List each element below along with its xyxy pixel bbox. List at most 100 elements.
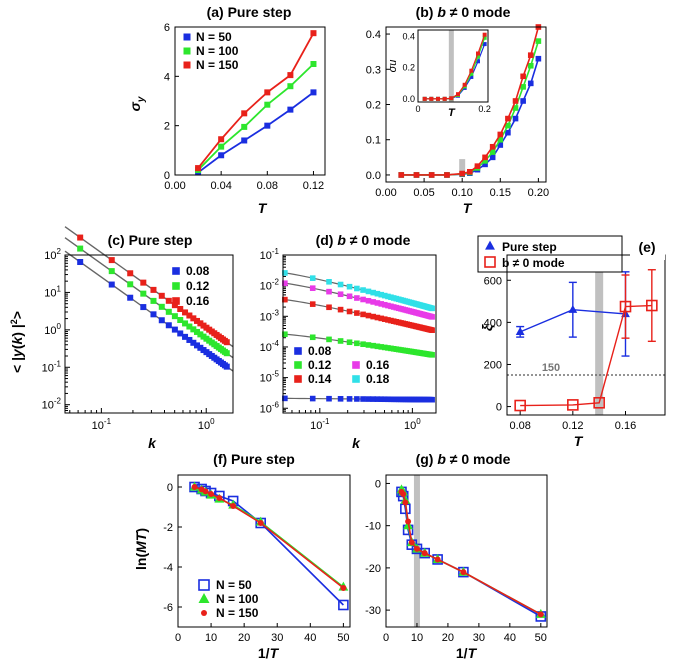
panel-d-ytick-label-3-base: 10 [260,311,272,323]
panel-b-xtick-label-0: 0.00 [375,187,396,199]
panel-f-ytick-label-0: 0 [167,482,173,494]
panel-b-ytick-label-3: 0.3 [366,64,381,76]
panel-a-xtick-label-3: 0.12 [303,180,324,192]
panel-c-series-2-point-3 [140,279,147,286]
panel-f-xlabel: 1/T [258,645,280,661]
panel-d-ytick-label-5-exp: -1 [272,247,280,256]
panel-d-legend-marker-4 [352,375,360,383]
panel-c-series-1-point-24 [223,350,230,357]
panel-e-legend-box [477,235,623,273]
panel-c-series-1-point-13 [197,331,204,338]
panel-b-ytick-label-4: 0.4 [366,29,381,41]
panel-d-series-2-point-6 [360,311,366,318]
panel-e-series-line-1 [520,304,652,407]
panel-d-xtick-label-1: 100 [404,417,421,432]
panel-f-series-2-point-2 [202,488,209,495]
panel-d-series-3-point-9 [374,300,381,306]
panel-d-series-0-point-1 [309,395,316,402]
panel-c-series-2-point-24 [223,339,230,346]
panel-c-series-1-point-6 [165,308,172,315]
panel-d-series-1-point-1 [309,334,316,341]
inset-series-2-point-9 [482,32,487,37]
panel-d-ytick-label-4: 10-2 [260,278,280,293]
panel-d-legend-label-4: 0.18 [366,372,390,386]
panel-d-series-0-point-4 [346,396,353,402]
panel-f-series-2-point-0 [191,484,198,490]
panel-e-shade-band [595,255,604,415]
inset-series-0-point-7 [469,74,474,79]
panel-f-legend-marker-0 [198,579,210,591]
panel-d-legend-marker-1 [294,361,302,369]
panel-d-xlabel: k [352,435,361,451]
panel-d-series-4-point-4 [346,283,353,290]
panel-f-legend-label-0: N = 50 [216,578,252,592]
panel-e-series-1-point-4 [646,299,658,312]
panel-g-series-2-point-2 [402,499,409,506]
panel-d-legend-label-2: 0.14 [308,372,332,386]
inset-series-2-point-2 [436,96,440,101]
panel-b-series-2-point-13 [527,52,534,58]
panel-b-ytick-label-0: 0.0 [366,170,381,182]
inset-series-0-point-9 [482,42,487,47]
panel-d-series-3-point-8 [370,299,376,305]
panel-f-series-2-point-7 [340,585,347,591]
panel-b-xlabel: T [463,200,473,216]
panel-d-series-4-point-38 [429,305,435,312]
panel-c-legend-label-2: 0.16 [186,294,210,308]
panel-c-series-2-point-6 [165,297,172,304]
panel-d-series-0-point-8 [370,396,376,402]
panel-c-series-1-point-4 [150,297,157,304]
panel-c-ytick-label-4-exp: 2 [57,247,62,256]
panel-b-ytick-label-1: 0.1 [366,135,381,147]
panel-d-legend-marker-3 [352,361,360,369]
panel-a-ytick-label-3: 6 [164,22,170,34]
inset-series-1-point-9 [482,35,487,40]
panel-e-series-0-point-0 [515,327,525,336]
panel-f-frame [177,474,351,628]
panel-d-ytick-label-5-base: 10 [260,250,272,262]
panel-f-xtick-label-3: 30 [271,632,283,644]
panel-b-series-0-point-7 [482,161,488,168]
panel-d-ytick-label-0: 10-6 [260,400,280,415]
panel-d-legend-label-3: 0.16 [366,358,390,372]
panel-c-series-1-point-9 [182,320,189,327]
panel-b-xtick-label-2: 0.10 [451,187,472,199]
panel-c-series-0-point-5 [158,317,165,324]
panel-c-ytick-label-0-exp: -2 [54,397,62,406]
panel-b-series-0-point-12 [520,98,526,104]
panel-b-series-2-point-0 [398,172,405,178]
panel-f-series-2-point-5 [230,503,237,509]
panel-a-series-0-point-1 [218,152,225,159]
panel-b-xtick-label-3: 0.15 [490,187,511,199]
panel-c-series-0-point-11 [190,339,197,346]
inset-ylabel: σu [387,60,399,73]
panel-g-xtick-label-1: 10 [411,632,423,644]
panel-e-ylabel: ξ [479,324,495,331]
panel-b-series-0-point-9 [497,142,504,148]
panel-c-series-0-point-8 [177,330,184,337]
panel-d-series-3-point-3 [337,291,344,298]
panel-e-series-1-point-0 [514,399,526,412]
panel-d-ytick-label-4-exp: -2 [272,278,280,287]
panel-d-legend-label-0: 0.08 [308,344,332,358]
inset-series-2-point-8 [476,51,480,56]
panel-d-xtick-label-1-base: 10 [404,420,416,432]
panel-d-series-0-point-0 [282,395,288,402]
inset-series-2-point-3 [442,96,447,101]
inset-series-line-2 [424,34,486,100]
panel-c-legend-label-1: 0.12 [186,279,210,293]
panel-d-series-3-point-12 [385,302,391,309]
panel-d-series-4-point-10 [378,291,385,298]
panel-d-series-2-point-1 [309,301,316,307]
panel-a-series-2-point-1 [218,136,225,143]
panel-a-legend-marker-1 [183,47,191,55]
panel-f-series-0-point-7 [338,599,349,611]
panel-c-series-2-point-9 [182,309,189,316]
panel-d-ytick-label-2: 10-4 [260,339,280,354]
panel-c-xtick-label-1-base: 10 [198,420,210,432]
panel-a-series-1-point-2 [241,123,248,130]
panel-d-series-0-point-10 [378,396,385,402]
panel-e-ytick-label-2: 400 [484,317,502,329]
panel-b-series-1-point-12 [520,84,526,90]
